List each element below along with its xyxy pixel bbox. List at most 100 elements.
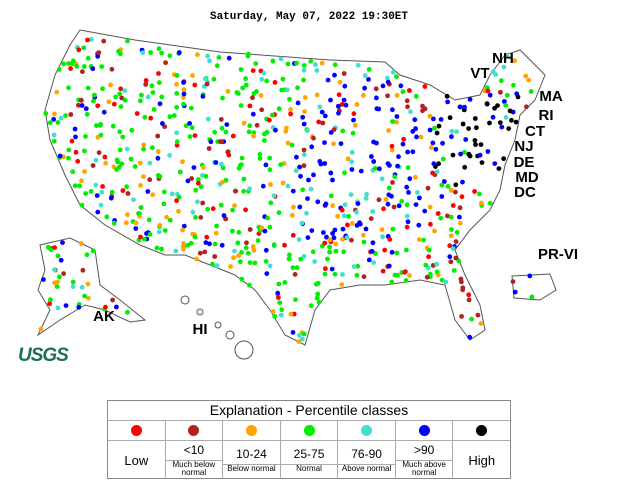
gauge-dot — [348, 192, 354, 198]
gauge-dot — [272, 314, 278, 319]
gauge-dot — [114, 304, 119, 310]
gauge-dot — [275, 290, 281, 296]
gauge-dot — [316, 299, 322, 305]
gauge-dot — [119, 95, 125, 101]
gauge-dot — [52, 280, 58, 286]
gauge-dot — [371, 260, 377, 265]
gauge-dot — [162, 228, 168, 233]
gauge-dot — [439, 194, 445, 199]
gauge-dot — [247, 103, 253, 109]
gauge-dot — [204, 81, 210, 87]
gauge-dot — [57, 153, 63, 159]
gauge-dot — [125, 38, 130, 44]
gauge-dot — [420, 103, 425, 109]
gauge-dot — [423, 262, 429, 268]
gauge-dot — [390, 119, 395, 124]
gauge-dot — [141, 174, 146, 180]
gauge-dot — [96, 150, 102, 156]
gauge-dot — [300, 114, 306, 120]
gauge-dot — [101, 109, 107, 115]
gauge-dot — [368, 216, 374, 222]
gauge-dot — [404, 202, 410, 208]
gauge-dot — [332, 227, 338, 233]
gauge-dot — [210, 261, 215, 267]
gauge-dot — [177, 169, 183, 175]
gauge-dot — [503, 102, 509, 108]
gauge-dot — [297, 164, 303, 170]
gauge-dot — [156, 80, 162, 85]
gauge-dot — [376, 197, 382, 203]
gauge-dot — [311, 172, 316, 178]
gauge-dot — [214, 223, 220, 229]
gauge-dot — [171, 113, 177, 118]
gauge-dot — [524, 104, 529, 110]
gauge-dot — [133, 220, 139, 226]
gauge-dot — [129, 127, 135, 133]
gauge-dot — [380, 268, 386, 274]
gauge-dot — [205, 116, 211, 122]
gauge-dot — [211, 76, 217, 82]
gauge-dot — [301, 163, 307, 169]
gauge-dot — [454, 129, 459, 135]
gauge-dot — [294, 154, 299, 160]
gauge-dot — [61, 61, 67, 67]
gauge-dot — [247, 123, 253, 129]
gauge-dot — [319, 60, 325, 66]
gauge-dot — [431, 161, 437, 167]
gauge-dot — [512, 58, 518, 64]
gauge-dot — [490, 114, 496, 120]
gauge-dot — [313, 62, 318, 67]
gauge-dot — [362, 73, 368, 78]
gauge-dot — [448, 259, 454, 265]
gauge-dot — [342, 83, 348, 89]
gauge-dot — [267, 117, 272, 123]
gauge-dot — [245, 53, 251, 59]
gauge-dot — [70, 279, 76, 285]
gauge-dot — [322, 271, 328, 277]
gauge-dot — [131, 197, 136, 203]
gauge-dot — [75, 158, 81, 164]
gauge-dot — [462, 149, 467, 155]
gauge-dot — [212, 254, 218, 259]
gauge-dot — [176, 194, 182, 200]
gauge-dot — [180, 159, 185, 165]
gauge-dot — [100, 86, 105, 92]
gauge-dot — [340, 272, 345, 277]
gauge-dot — [117, 91, 123, 97]
gauge-dot — [408, 109, 413, 115]
gauge-dot — [82, 293, 87, 299]
gauge-dot — [434, 269, 440, 275]
state-label: NJ — [514, 138, 533, 155]
gauge-dot — [296, 339, 302, 344]
gauge-dot — [453, 239, 459, 245]
gauge-dot — [159, 50, 165, 56]
state-label: RI — [539, 107, 554, 124]
gauge-dot — [48, 247, 54, 253]
gauge-dot — [140, 50, 146, 56]
gauge-dot — [141, 142, 147, 148]
gauge-dot — [85, 55, 91, 61]
gauge-dot — [185, 178, 191, 184]
gauge-dot — [243, 245, 249, 251]
gauge-dot — [149, 145, 155, 151]
gauge-dot — [278, 162, 284, 168]
gauge-dot — [332, 62, 338, 68]
gauge-dot — [232, 248, 237, 254]
gauge-dot — [314, 92, 320, 98]
gauge-dot — [122, 97, 128, 103]
gauge-dot — [385, 93, 390, 99]
state-label: MA — [539, 88, 562, 105]
legend-class-range: <10 — [183, 443, 205, 457]
legend-label-cell: Low — [108, 441, 166, 479]
gauge-dot — [327, 244, 332, 250]
gauge-dot — [188, 240, 194, 246]
gauge-dot — [100, 184, 105, 189]
gauge-dot — [405, 165, 411, 171]
gauge-dot — [449, 128, 455, 134]
gauge-dot — [426, 247, 432, 253]
gauge-dot — [444, 93, 450, 99]
gauge-dot — [355, 263, 361, 269]
gauge-dot — [341, 97, 347, 103]
gauge-dot — [329, 266, 335, 272]
gauge-dot — [296, 237, 302, 242]
